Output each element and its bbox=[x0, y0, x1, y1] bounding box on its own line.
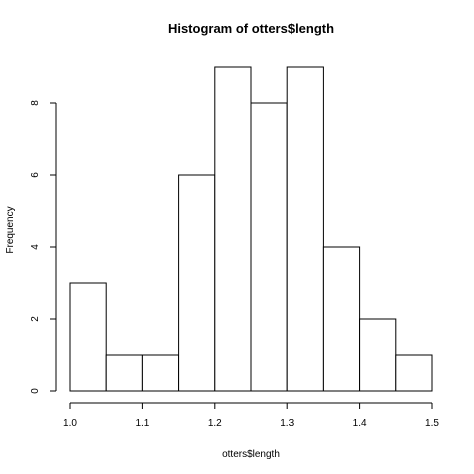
y-tick-label: 2 bbox=[30, 316, 41, 322]
y-tick-label: 0 bbox=[30, 388, 41, 394]
x-axis: 1.0 1.1 1.2 1.3 1.4 1.5 bbox=[63, 402, 439, 429]
histogram-bar-5 bbox=[214, 66, 252, 392]
y-axis: 0 2 4 6 8 bbox=[30, 100, 57, 394]
y-axis-label: Frequency bbox=[5, 206, 16, 253]
x-tick-label: 1.5 bbox=[425, 418, 439, 429]
x-tick-label: 1.4 bbox=[353, 418, 367, 429]
histogram-bar-4 bbox=[178, 174, 216, 392]
y-tick-label: 6 bbox=[30, 172, 41, 178]
histogram-bar-2 bbox=[105, 354, 143, 392]
chart-title: Histogram of otters$length bbox=[168, 21, 334, 36]
x-tick-label: 1.3 bbox=[280, 418, 294, 429]
histogram-bar-9 bbox=[359, 318, 397, 392]
y-tick-label: 4 bbox=[30, 244, 41, 250]
x-tick-label: 1.0 bbox=[63, 418, 77, 429]
histogram-bar-7 bbox=[286, 66, 324, 392]
histogram-bar-8 bbox=[322, 246, 361, 392]
histogram-bar-6 bbox=[250, 102, 288, 392]
bars-group bbox=[69, 66, 433, 392]
histogram-bar-3 bbox=[141, 354, 180, 392]
histogram-bar-1 bbox=[69, 282, 107, 392]
histogram-bar-10 bbox=[395, 354, 433, 392]
x-tick-label: 1.2 bbox=[208, 418, 222, 429]
x-tick-label: 1.1 bbox=[135, 418, 149, 429]
x-axis-label: otters$length bbox=[222, 449, 280, 460]
y-tick-label: 8 bbox=[30, 100, 41, 106]
